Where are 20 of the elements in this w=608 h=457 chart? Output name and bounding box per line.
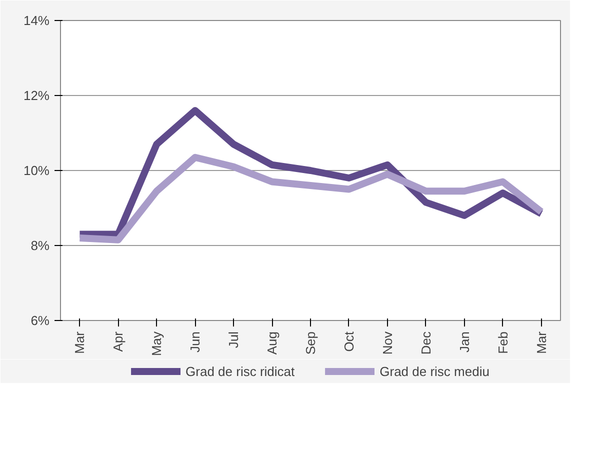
x-tick-label: Jan	[456, 331, 472, 352]
legend-label: Grad de risc mediu	[380, 364, 490, 378]
y-tick-label: 6%	[30, 313, 50, 328]
x-tick-label: Jun	[188, 331, 203, 352]
y-tick-label: 12%	[23, 88, 50, 103]
x-tick-label: Apr	[110, 330, 126, 352]
y-tick-label: 14%	[23, 13, 50, 28]
x-tick-label: Aug	[264, 331, 280, 355]
x-tick-label: Oct	[341, 331, 356, 352]
x-tick-label: Feb	[495, 331, 510, 354]
x-tick-label: May	[149, 331, 164, 356]
x-tick-label: Jul	[226, 331, 242, 348]
x-tick-label: Mar	[72, 330, 88, 354]
x-tick-label: Nov	[380, 331, 395, 355]
legend-label: Grad de risc ridicat	[186, 364, 295, 378]
x-tick-label: Mar	[534, 330, 549, 354]
y-tick-label: 10%	[23, 163, 50, 178]
x-tick-label: Dec	[418, 331, 434, 355]
y-tick-label: 8%	[30, 238, 50, 253]
x-tick-label: Sep	[303, 331, 318, 355]
